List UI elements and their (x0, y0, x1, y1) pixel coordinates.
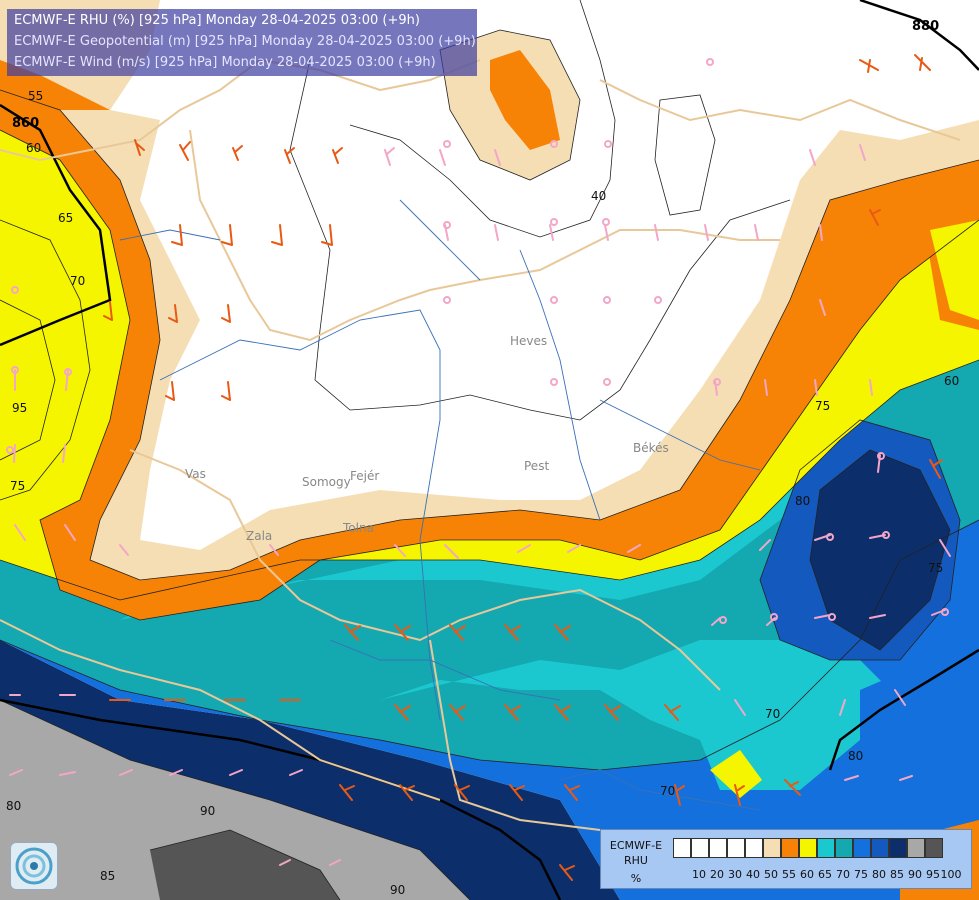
map-title-geopotential: ECMWF-E Geopotential (m) [925 hPa] Monda… (14, 34, 476, 49)
legend-swatch (763, 838, 781, 858)
legend-tick-label: 40 (746, 868, 760, 881)
contour-label: 40 (591, 189, 606, 203)
map-title-wind: ECMWF-E Wind (m/s) [925 hPa] Monday 28-0… (14, 55, 436, 70)
legend-swatch (853, 838, 871, 858)
region-label: Somogy (302, 475, 351, 489)
contour-label: 55 (28, 89, 43, 103)
contour-label: 75 (928, 561, 943, 575)
color-legend: ECMWF-E RHU % 10 20 30 40 50 55 60 65 70 75 80 85 90… (600, 829, 972, 889)
legend-tick-label: 70 (836, 868, 850, 881)
wind-barb-layer (6, 54, 951, 881)
geopotential-label: 880 (912, 19, 939, 34)
legend-swatch (691, 838, 709, 858)
region-label: Békés (633, 441, 669, 455)
contour-label: 80 (6, 799, 21, 813)
river-lines (119, 199, 761, 811)
legend-swatch (709, 838, 727, 858)
contour-label: 60 (944, 374, 959, 388)
legend-tick-label: 80 (872, 868, 886, 881)
legend-swatch (907, 838, 925, 858)
legend-swatch (727, 838, 745, 858)
legend-tick-label: 75 (854, 868, 868, 881)
legend-tick-label: 90 (908, 868, 922, 881)
contour-label: 80 (795, 494, 810, 508)
contour-label: 85 (100, 869, 115, 883)
map-title-panel (7, 9, 477, 76)
legend-swatch (871, 838, 889, 858)
legend-swatch (745, 838, 763, 858)
ecmwf-logo-icon (10, 842, 58, 890)
legend-swatch-row (673, 838, 943, 858)
legend-swatch (835, 838, 853, 858)
region-label: Fejér (350, 469, 379, 483)
legend-swatch (799, 838, 817, 858)
contour-label-group: 55 60 65 70 75 95 75 80 70 90 85 90 80 6… (6, 89, 959, 897)
contour-label: 65 (58, 211, 73, 225)
contour-label: 95 (12, 401, 27, 415)
contour-label: 90 (390, 883, 405, 897)
legend-tick-label: 30 (728, 868, 742, 881)
wind-calm-markers (6, 58, 949, 624)
contour-label: 70 (70, 274, 85, 288)
legend-swatch (817, 838, 835, 858)
legend-tick-label: 100 (940, 868, 962, 881)
contour-label: 75 (815, 399, 830, 413)
legend-tick-label: 55 (782, 868, 796, 881)
region-label: Heves (510, 334, 547, 348)
legend-tick-label: 10 (692, 868, 706, 881)
legend-tick-label: 85 (890, 868, 904, 881)
legend-tick-label: 95 (926, 868, 940, 881)
geopotential-label-group: 860 880 (12, 19, 939, 131)
region-label-group: Vas Zala Somogy Tolna Fejér Pest Heves B… (185, 334, 669, 543)
legend-model-label: ECMWF-E (609, 839, 663, 852)
contour-label: 60 (26, 141, 41, 155)
legend-tick-label: 60 (800, 868, 814, 881)
wind-barbs-warm (103, 54, 943, 881)
contour-label: 90 (200, 804, 215, 818)
contour-label: 75 (10, 479, 25, 493)
contour-label: 70 (765, 707, 780, 721)
map-title-rhu: ECMWF-E RHU (%) [925 hPa] Monday 28-04-2… (14, 13, 420, 28)
legend-swatch (925, 838, 943, 858)
legend-unit-label: % (630, 872, 642, 885)
contour-label: 70 (660, 784, 675, 798)
legend-tick-label: 65 (818, 868, 832, 881)
border-lines (0, 58, 961, 831)
region-label: Pest (524, 459, 549, 473)
contour-label: 80 (848, 749, 863, 763)
geopotential-label: 860 (12, 116, 39, 131)
region-label: Vas (185, 467, 206, 481)
legend-swatch (781, 838, 799, 858)
legend-swatch (889, 838, 907, 858)
region-label: Zala (246, 529, 272, 543)
region-label: Tolna (342, 521, 374, 535)
legend-variable-label: RHU (624, 854, 648, 867)
legend-swatch (673, 838, 691, 858)
legend-tick-label: 50 (764, 868, 778, 881)
legend-tick-label: 20 (710, 868, 724, 881)
